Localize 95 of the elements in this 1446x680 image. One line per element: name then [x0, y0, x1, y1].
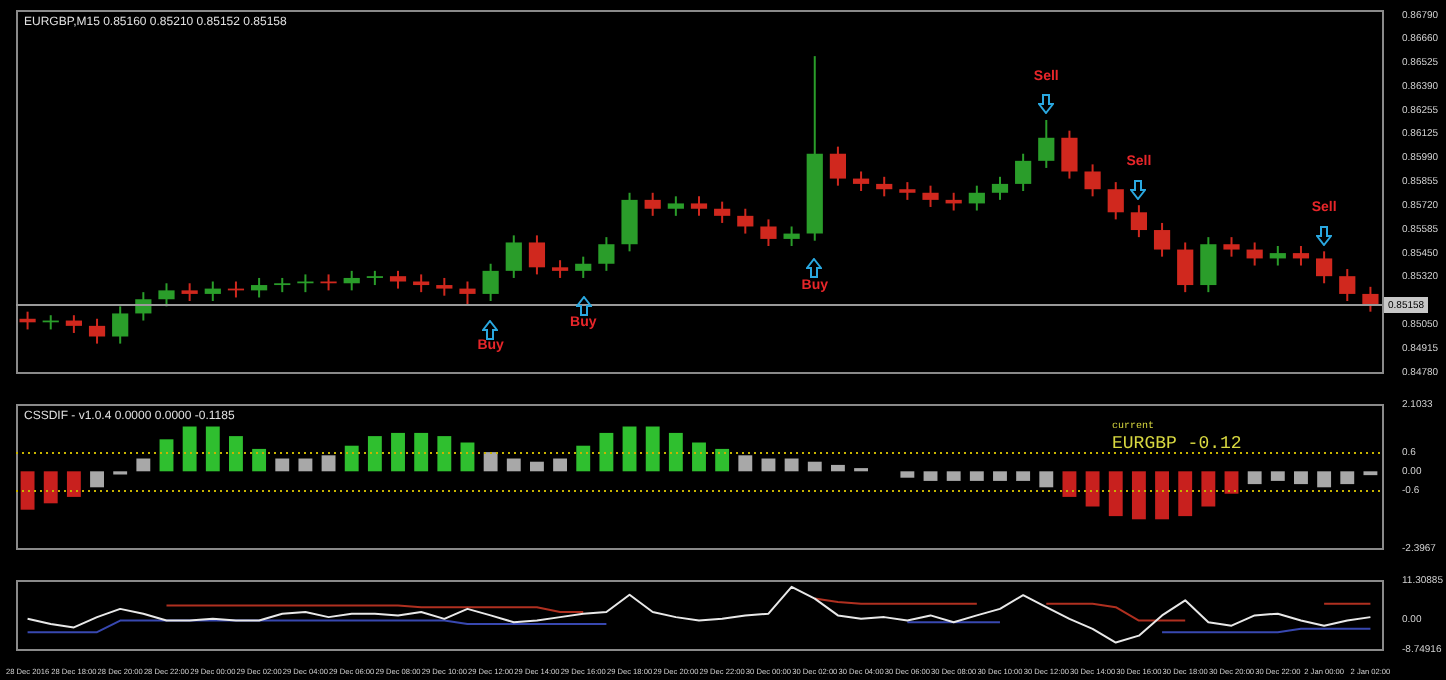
bar — [1340, 471, 1355, 485]
candlestick — [876, 175, 893, 198]
candlestick — [1269, 245, 1286, 267]
bar — [923, 471, 938, 481]
bar — [576, 445, 591, 472]
candlestick — [598, 236, 615, 272]
bar — [298, 458, 313, 472]
bar — [668, 432, 683, 472]
bar — [946, 471, 961, 481]
candlestick — [575, 255, 592, 279]
bar — [229, 436, 243, 472]
bar — [807, 461, 822, 472]
candlestick — [343, 269, 360, 292]
candlestick — [737, 207, 754, 235]
candlestick — [1015, 152, 1032, 192]
candlestick — [1362, 285, 1379, 313]
candlestick — [158, 282, 175, 308]
bar — [529, 461, 544, 472]
candlestick — [204, 280, 221, 303]
bar — [182, 426, 197, 472]
candlestick — [1061, 129, 1078, 180]
bar — [391, 432, 405, 472]
candlestick — [482, 262, 499, 303]
bar — [159, 439, 174, 472]
bar — [900, 471, 915, 478]
bar — [1062, 471, 1077, 497]
bar — [715, 448, 730, 472]
candlestick — [1130, 204, 1147, 239]
bar — [483, 452, 498, 472]
bar — [20, 471, 35, 510]
candlestick — [968, 184, 985, 212]
bar — [553, 458, 568, 472]
candlestick — [1339, 268, 1356, 303]
candlestick — [1084, 163, 1101, 198]
bar — [622, 426, 637, 472]
bar — [321, 455, 336, 472]
bar — [136, 458, 151, 472]
candlestick — [644, 191, 661, 217]
candlestick — [88, 317, 106, 345]
bar — [784, 458, 799, 472]
candlestick — [852, 170, 870, 192]
bar — [1294, 471, 1308, 485]
candlestick — [1038, 119, 1055, 169]
bar — [830, 464, 845, 472]
bar — [692, 442, 706, 472]
candlestick — [505, 234, 522, 279]
bar — [252, 448, 267, 472]
candlestick — [922, 184, 939, 208]
bar — [43, 471, 58, 504]
bar — [90, 471, 104, 488]
bar — [344, 445, 359, 472]
candlestick — [621, 191, 638, 253]
candlestick — [714, 200, 731, 224]
candlestick — [1316, 250, 1333, 285]
bar — [1016, 471, 1031, 481]
bar — [1108, 471, 1123, 517]
candlestick — [690, 195, 708, 217]
bar — [1131, 471, 1146, 520]
bar — [1224, 471, 1239, 494]
bar — [1178, 471, 1193, 517]
bar — [993, 471, 1007, 481]
bar — [205, 426, 220, 472]
candlestick — [760, 218, 777, 248]
candlestick — [251, 276, 268, 299]
bar — [1039, 471, 1054, 488]
bar — [1317, 471, 1332, 488]
bar — [738, 455, 753, 472]
candlestick — [112, 305, 129, 345]
bar — [1201, 471, 1216, 507]
annotation: EURGBP -0.12 — [1112, 433, 1242, 454]
bar — [506, 458, 521, 472]
bar — [367, 436, 382, 472]
bar — [1085, 471, 1100, 507]
bar — [599, 432, 614, 472]
candlestick — [1153, 221, 1171, 258]
bar — [437, 436, 452, 472]
bar — [275, 458, 290, 472]
candlestick — [1292, 245, 1310, 267]
bar — [969, 471, 984, 481]
bar — [1155, 471, 1169, 520]
bar — [66, 471, 81, 497]
candlestick — [1107, 181, 1124, 221]
candlestick — [783, 225, 800, 248]
bar — [1270, 471, 1285, 481]
candlestick — [1177, 241, 1194, 294]
candlestick — [667, 195, 684, 217]
bar — [1247, 471, 1262, 485]
candlestick — [1223, 236, 1240, 258]
candlestick — [1200, 236, 1217, 294]
bar — [645, 426, 660, 472]
bar — [414, 432, 429, 472]
candlestick — [528, 234, 546, 276]
candlestick — [829, 145, 847, 187]
candlestick — [991, 175, 1009, 201]
candlestick — [459, 280, 476, 306]
